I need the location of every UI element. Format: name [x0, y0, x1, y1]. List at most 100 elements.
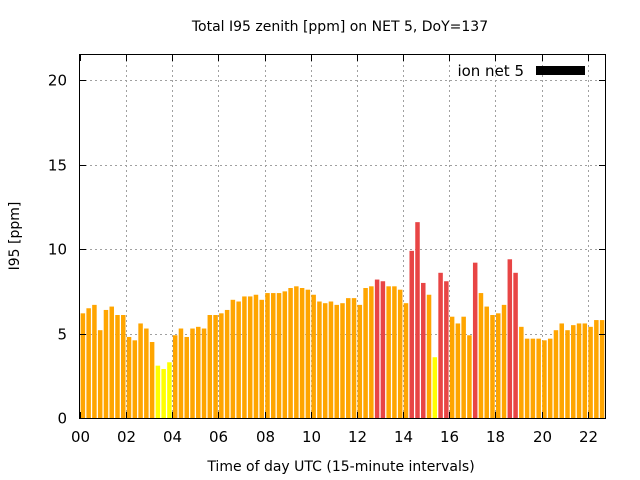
bar — [426, 294, 432, 418]
bar — [167, 362, 172, 418]
bar — [138, 323, 143, 418]
bar — [565, 330, 570, 418]
y-tick-label: 10 — [48, 241, 67, 259]
y-tick-label: 0 — [57, 410, 67, 428]
x-axis-label: Time of day UTC (15-minute intervals) — [206, 459, 474, 475]
bar — [547, 338, 553, 418]
x-tick-label: 12 — [348, 428, 367, 446]
axis-ticks: 0 5 10 15 20 00 02 04 06 08 10 12 14 16 18 20 22 — [48, 55, 605, 446]
bar — [449, 316, 455, 418]
bar — [513, 272, 518, 418]
bar — [576, 323, 582, 418]
bar — [403, 303, 409, 418]
bar — [265, 293, 270, 418]
bar — [207, 315, 213, 418]
bar — [472, 262, 478, 418]
bar — [86, 308, 91, 418]
y-tick-label: 20 — [48, 72, 67, 90]
x-tick-label: 20 — [533, 428, 552, 446]
bar — [582, 323, 588, 418]
y-tick-label: 15 — [48, 157, 67, 175]
bar — [109, 306, 114, 418]
bar — [397, 289, 403, 418]
bar — [594, 320, 599, 418]
bar — [242, 296, 247, 418]
bar — [299, 288, 305, 418]
legend: ion net 5 — [457, 62, 585, 80]
bar — [294, 286, 299, 418]
bar — [305, 289, 311, 418]
bar — [490, 315, 495, 418]
bar — [121, 315, 126, 418]
x-tick-label: 16 — [440, 428, 459, 446]
bar — [172, 335, 178, 418]
bar — [421, 282, 426, 418]
bar — [415, 222, 420, 418]
bar — [455, 323, 461, 418]
bar — [392, 286, 397, 418]
x-tick-label: 04 — [163, 428, 182, 446]
bar — [559, 323, 564, 418]
bar — [374, 279, 380, 418]
bar — [224, 309, 230, 418]
bar — [253, 294, 259, 418]
chart-title: Total I95 zenith [ppm] on NET 5, DoY=137 — [191, 19, 488, 35]
bar — [92, 304, 97, 418]
bar — [519, 326, 524, 418]
bar — [317, 301, 322, 418]
bar — [184, 336, 189, 418]
bar — [276, 293, 282, 418]
bar — [103, 309, 109, 418]
bar — [386, 286, 391, 418]
grid-lines — [80, 55, 605, 418]
bar — [432, 357, 438, 418]
bar — [524, 338, 530, 418]
bar — [115, 315, 120, 418]
x-tick-label: 02 — [117, 428, 136, 446]
bar — [467, 335, 472, 418]
x-tick-label: 14 — [394, 428, 413, 446]
bar — [271, 293, 276, 418]
x-tick-label: 10 — [302, 428, 321, 446]
bar — [259, 299, 264, 418]
x-tick-label: 06 — [209, 428, 228, 446]
bar — [369, 286, 374, 418]
bar — [351, 298, 357, 418]
bar — [334, 304, 339, 418]
bar — [288, 288, 293, 418]
bar — [132, 340, 138, 418]
bar — [536, 338, 541, 418]
bar — [282, 291, 288, 418]
x-tick-label: 22 — [579, 428, 598, 446]
bar — [155, 365, 161, 418]
bar — [357, 304, 363, 418]
bar — [190, 328, 195, 418]
bar — [80, 313, 86, 418]
bar — [346, 298, 351, 418]
bar — [496, 313, 501, 418]
bar — [236, 301, 241, 418]
bar — [461, 316, 466, 418]
bar — [161, 369, 166, 418]
plot-frame — [79, 54, 606, 419]
bar — [380, 281, 386, 418]
bar — [247, 296, 253, 418]
bar — [484, 306, 489, 418]
bar — [97, 330, 103, 418]
bar — [196, 326, 201, 418]
bar — [178, 328, 184, 418]
bar — [144, 328, 149, 418]
bar — [438, 272, 443, 418]
x-tick-label: 00 — [71, 428, 90, 446]
bar — [409, 250, 414, 418]
legend-swatch — [536, 66, 585, 75]
bar — [201, 328, 207, 418]
bar — [126, 336, 132, 418]
bar — [599, 320, 605, 418]
bar — [363, 288, 368, 418]
bar — [444, 281, 449, 418]
x-tick-label: 18 — [486, 428, 505, 446]
bar — [530, 338, 536, 418]
bar — [507, 259, 513, 418]
